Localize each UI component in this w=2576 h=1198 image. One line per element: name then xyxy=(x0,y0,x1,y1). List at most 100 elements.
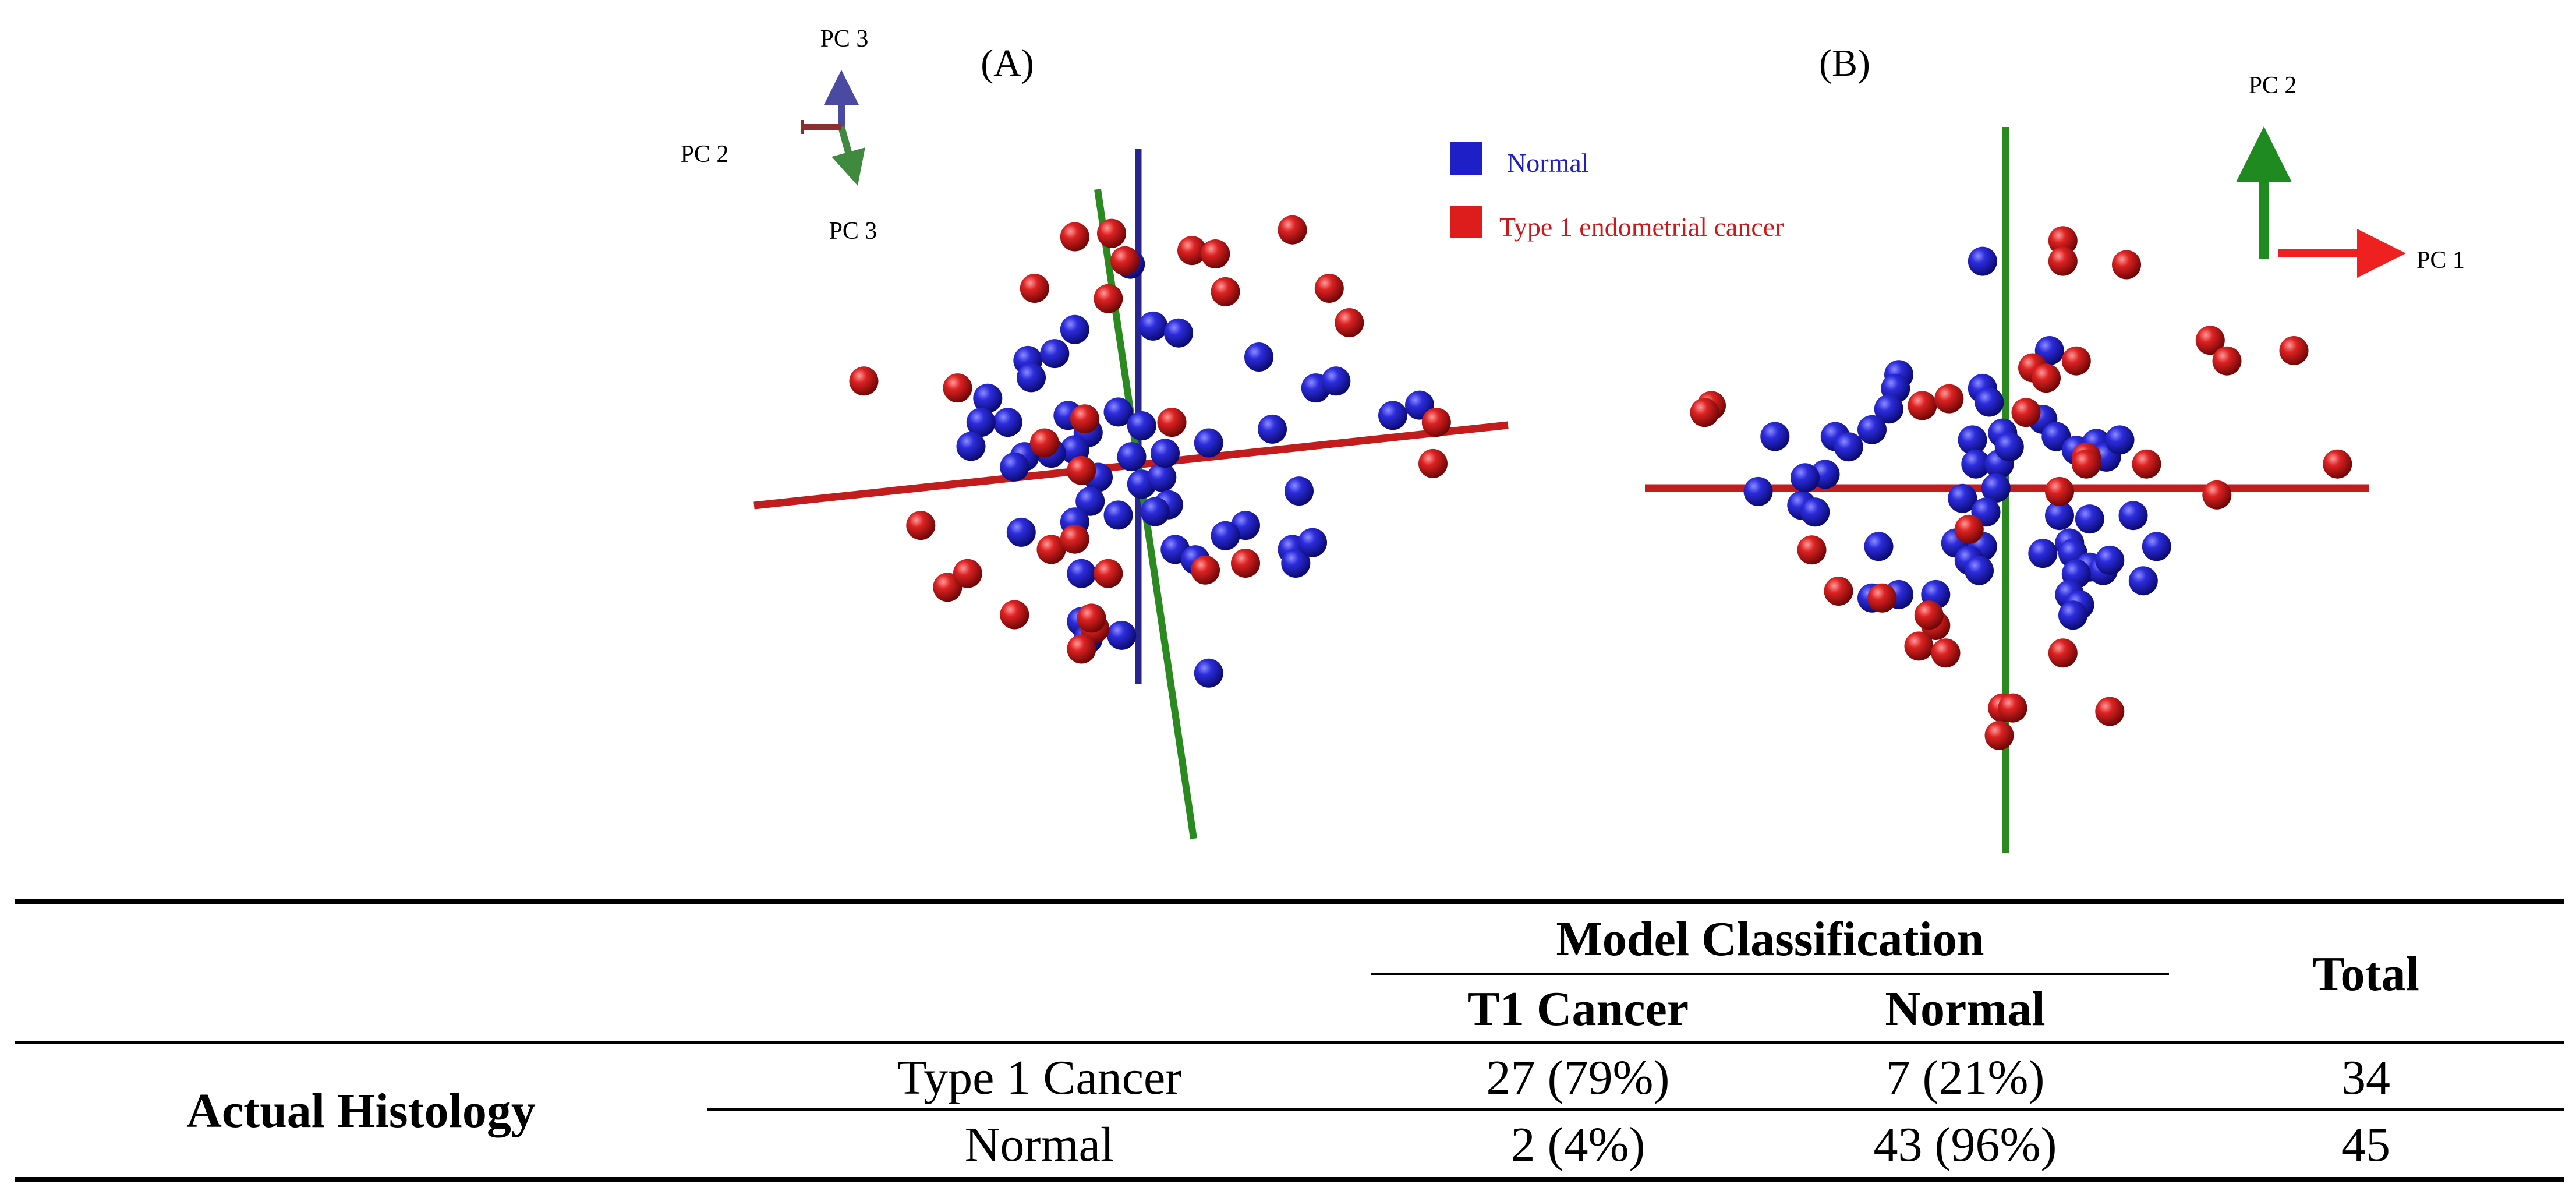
classification-table: Model Classification T1 Cancer Normal To… xyxy=(15,899,2564,1182)
legend-label-normal: Normal xyxy=(1507,148,1589,178)
panel-b-point-normal xyxy=(1975,387,2004,417)
panel-a-point-cancer xyxy=(849,366,879,396)
panel-a-point-cancer xyxy=(1060,524,1089,554)
panel-b-point-cancer xyxy=(1954,514,1984,544)
panel-a-point-cancer xyxy=(1060,222,1089,252)
panel-b-point-normal xyxy=(2075,504,2104,534)
panel-b-point-normal xyxy=(2118,501,2148,531)
panel-a-point-cancer xyxy=(1036,535,1066,564)
panel-b-point-cancer xyxy=(2279,336,2309,365)
panel-b-point-cancer xyxy=(2061,346,2091,376)
panel-b-point-cancer xyxy=(1904,631,1934,661)
panel-a-axis-label-left: PC 2 xyxy=(681,141,729,168)
panel-b-point-cancer xyxy=(2323,449,2352,479)
panel-a-point-normal xyxy=(1378,401,1407,430)
panel-a-axis-label-bottom: PC 3 xyxy=(829,218,877,245)
table-row-total: 34 xyxy=(2341,1051,2390,1105)
panel-b-point-cancer xyxy=(1931,638,1961,668)
panel-a-point-normal xyxy=(1281,549,1311,578)
panel-b-point-normal xyxy=(2142,532,2171,561)
table-row-total: 45 xyxy=(2341,1118,2390,1172)
panel-b-point-normal xyxy=(1864,532,1894,561)
panel-b-point-cancer xyxy=(2202,480,2232,510)
panel-a-point-cancer xyxy=(1110,246,1140,275)
panel-b-point-normal xyxy=(1968,246,1997,276)
panel-b-point-normal xyxy=(1791,463,1820,493)
table-row-group-label: Actual Histology xyxy=(186,1084,536,1138)
panel-a-point-normal xyxy=(1138,311,1168,341)
panel-a-point-cancer xyxy=(1067,455,1096,485)
panel-b-point-cancer xyxy=(1867,583,1897,613)
panel-a: (A) PC 3 PC 2 PC 3 xyxy=(681,26,1509,839)
panel-b-point-normal xyxy=(1857,415,1887,444)
panel-a-point-cancer xyxy=(906,511,936,540)
panel-a-point-normal xyxy=(1151,439,1180,468)
panel-a-point-cancer xyxy=(1231,549,1260,578)
panel-a-point-cancer xyxy=(1278,215,1307,245)
panel-b-point-cancer xyxy=(2195,326,2225,355)
panel-a-orientation-gizmo: PC 3 PC 2 PC 3 xyxy=(681,26,877,245)
panel-b-point-normal xyxy=(1834,432,1863,462)
table-total-header: Total xyxy=(2312,947,2419,1001)
panel-a-point-normal xyxy=(1040,339,1070,369)
panel-b-point-cancer xyxy=(2212,346,2242,376)
panel-b-point-cancer xyxy=(1908,391,1937,420)
panel-a-point-normal xyxy=(993,408,1022,437)
panel-b-point-cancer xyxy=(2132,449,2161,479)
panel-b-point-cancer xyxy=(1934,384,1964,414)
panel-a-point-normal xyxy=(1140,497,1170,526)
panel-a-point-normal xyxy=(956,432,986,461)
panel-a-point-normal xyxy=(1321,366,1351,396)
panel-a-point-normal xyxy=(1258,414,1287,444)
panel-b-point-cancer xyxy=(1824,577,1853,606)
panel-a-point-cancer xyxy=(1070,404,1099,434)
panel-b-point-normal xyxy=(1958,425,1987,455)
panel-a-point-normal xyxy=(1103,500,1133,530)
panel-a-point-cancer xyxy=(953,559,982,588)
panel-a-point-normal xyxy=(1006,517,1036,547)
panel-a-point-cancer xyxy=(1077,603,1106,633)
panel-b-point-normal xyxy=(1760,422,1790,451)
table-col-header-normal: Normal xyxy=(1885,982,2045,1036)
panel-a-point-cancer xyxy=(1094,284,1123,313)
panel-b-point-normal xyxy=(1743,476,1773,506)
table-cell: 2 (4%) xyxy=(1511,1118,1646,1172)
panel-a-point-cancer xyxy=(1421,408,1451,437)
panel-a-point-cancer xyxy=(1335,308,1364,337)
pc1-label: PC 1 xyxy=(2416,247,2465,274)
panel-b-point-cancer xyxy=(2045,476,2074,506)
table-row-label: Type 1 Cancer xyxy=(897,1051,1182,1105)
panel-b-point-normal xyxy=(2028,539,2058,568)
panel-b-point-cancer xyxy=(2048,226,2078,256)
panel-a-point-cancer xyxy=(1157,408,1187,437)
panel-a-point-normal xyxy=(1298,528,1327,557)
panel-a-points xyxy=(849,215,1451,688)
table-row-label: Normal xyxy=(965,1118,1114,1172)
panel-b-point-cancer xyxy=(1914,600,1944,630)
panel-a-label: (A) xyxy=(981,42,1034,84)
panel-a-point-normal xyxy=(1103,397,1133,427)
panel-a-point-cancer xyxy=(1000,600,1029,630)
panel-a-point-normal xyxy=(1075,486,1105,516)
panel-b-point-cancer xyxy=(1998,693,2027,723)
panel-b-point-normal xyxy=(1961,449,1991,479)
panel-a-point-cancer xyxy=(1314,274,1344,303)
panel-b-point-normal xyxy=(1948,483,1977,513)
table-col-header-t1-cancer: T1 Cancer xyxy=(1467,982,1689,1036)
panel-a-point-cancer xyxy=(1020,274,1049,303)
pc2-label: PC 2 xyxy=(2249,72,2297,99)
panel-a-point-cancer xyxy=(1094,559,1123,588)
panel-a-point-normal xyxy=(1067,559,1096,588)
panel-b-point-normal xyxy=(2105,425,2135,455)
panel-b-point-cancer xyxy=(1690,398,1719,427)
panel-b-point-cancer xyxy=(2011,398,2041,427)
panel-a-point-normal xyxy=(1127,411,1156,440)
panel-b-point-normal xyxy=(2128,566,2158,596)
panel-a-point-normal xyxy=(1194,658,1223,688)
panel-b-point-cancer xyxy=(1984,720,2014,750)
panel-a-point-normal xyxy=(973,383,1003,413)
panel-a-point-cancer xyxy=(1097,218,1126,248)
panel-a-point-normal xyxy=(1285,476,1314,506)
panel-a-point-cancer xyxy=(1030,428,1059,458)
panel-b-point-normal xyxy=(1981,473,2011,503)
